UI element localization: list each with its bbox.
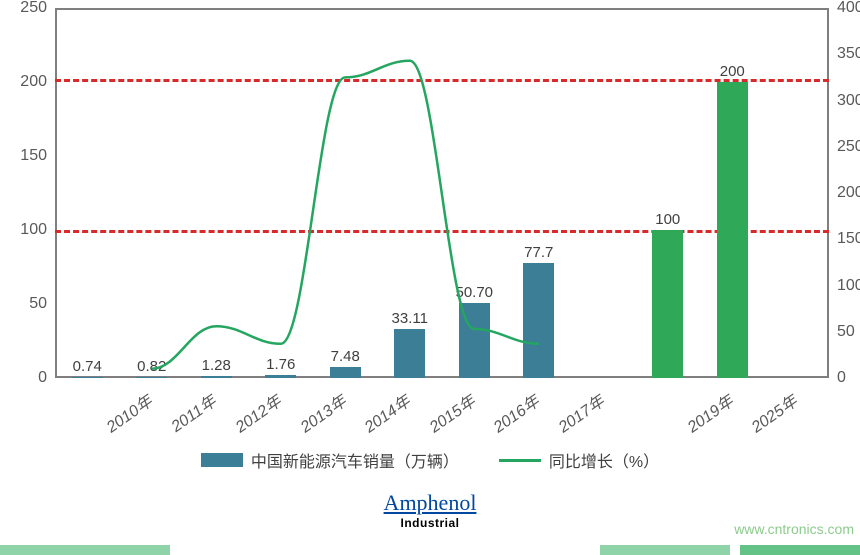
growth-line [0,0,860,490]
deco-bar [600,545,730,555]
brand-name: Amphenol [384,490,477,516]
branding-bar: Amphenol Industrial www.cntronics.com [0,490,860,555]
brand-sub: Industrial [384,516,477,530]
deco-bar [0,545,170,555]
chart-container: 中国新能源汽车销量（万辆）同比增长（%） 0501001502002500501… [0,0,860,490]
deco-bar [740,545,860,555]
brand-text: Amphenol Industrial [384,490,477,530]
watermark: www.cntronics.com [734,521,854,537]
